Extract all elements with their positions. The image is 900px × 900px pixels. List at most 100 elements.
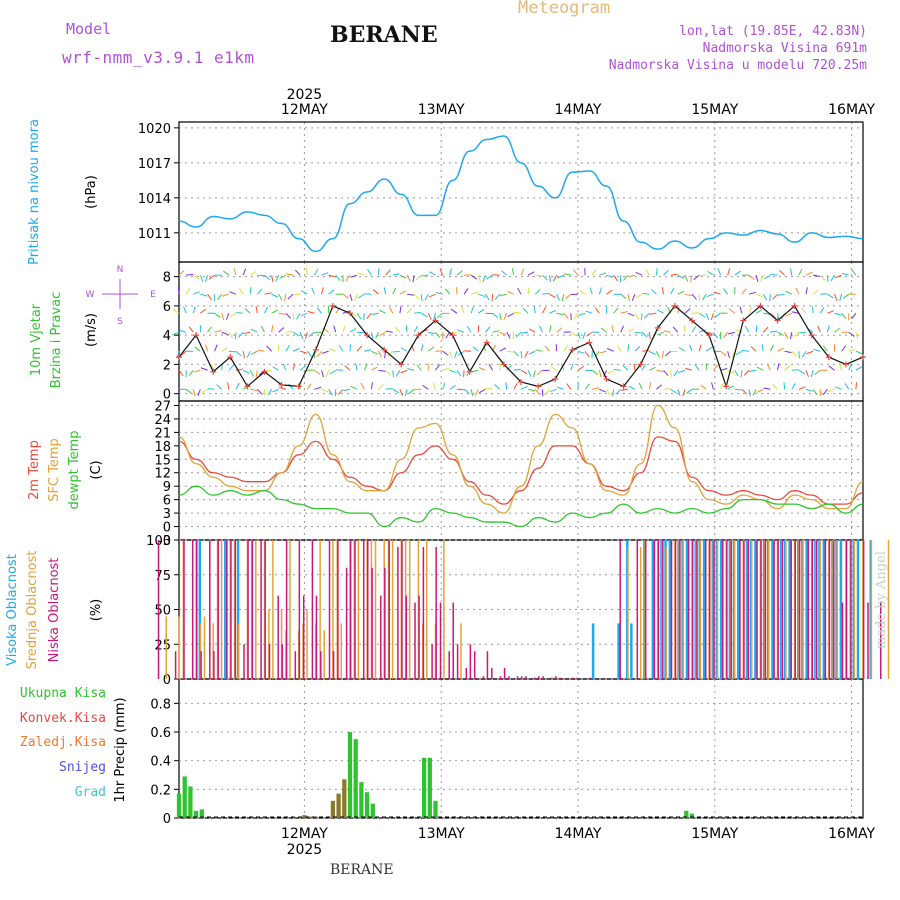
wind-arrow: [363, 363, 368, 371]
wind-speed-point: [415, 332, 422, 339]
wind-speed-point: [740, 317, 747, 324]
wind-arrow: [711, 382, 714, 390]
wind-arrow: [235, 382, 240, 390]
wind-arrow: [710, 313, 714, 321]
wind-arrow: [693, 274, 700, 281]
wind-arrow: [321, 350, 329, 354]
wind-arrow: [798, 386, 806, 390]
wind-arrow: [620, 388, 628, 391]
wind-arrow: [795, 287, 800, 295]
wind-arrow: [579, 289, 586, 295]
pressure-frame: [178, 121, 864, 263]
wind-arrow: [813, 274, 821, 277]
y-tick-label: 0.8: [150, 697, 171, 712]
y-tick-label: 4: [163, 329, 171, 344]
precip-legend-label: Grad: [75, 785, 106, 800]
wind-arrow: [506, 364, 513, 371]
wind-arrow: [392, 273, 400, 276]
wind-arrow: [249, 271, 257, 276]
y-tick-label: 75: [154, 569, 171, 584]
y-tick-label: 12: [154, 467, 171, 482]
x-top-day-label: 12MAY: [281, 102, 328, 118]
wind-arrow: [706, 293, 714, 298]
wind-arrow: [606, 289, 613, 295]
wind-arrow: [798, 369, 806, 375]
wind-arrow: [677, 290, 685, 295]
wind-arrow: [456, 369, 462, 377]
wind-arrow: [325, 370, 330, 378]
wind-arrow: [577, 350, 585, 354]
wind-arrow: [311, 287, 315, 295]
wind-arrow: [242, 268, 247, 276]
elevation-label: Nadmorska Visina 691m: [702, 41, 867, 56]
wind-arrow: [428, 293, 436, 298]
wind-arrow: [663, 269, 669, 276]
wind-arrow: [228, 350, 236, 353]
y-tick-label: 0.4: [150, 755, 171, 770]
wind-arrow: [321, 370, 325, 378]
wind-arrow: [370, 382, 373, 390]
wind-arrow: [677, 306, 680, 314]
wind-arrow: [356, 345, 363, 352]
precip-legend-label: Ukupna Kisa: [20, 686, 106, 701]
wind-arrow: [739, 306, 743, 314]
wind-arrow: [383, 287, 387, 295]
wind-arrow: [756, 388, 764, 393]
wind-arrow: [266, 345, 272, 352]
wind-arrow: [761, 344, 764, 352]
wind-arrow: [478, 366, 486, 371]
wind-arrow: [358, 293, 365, 299]
precip-legend-label: Snijeg: [59, 760, 106, 775]
y-tick-label: 9: [163, 480, 171, 495]
wind-arrow: [827, 310, 835, 314]
wind-arrow: [499, 347, 506, 352]
wind-speed-point: [535, 383, 542, 390]
wind-arrow: [657, 309, 664, 314]
wind-arrow: [582, 332, 586, 340]
wind-arrow: [613, 307, 619, 314]
wind-axis-title: 10m Vjetar: [29, 303, 44, 376]
wind-arrow: [584, 383, 590, 390]
wind-speed-point: [808, 332, 815, 339]
wind-arrow: [506, 350, 514, 353]
wind-arrow: [329, 369, 337, 375]
precip-bar: [353, 739, 358, 818]
wind-arrow: [755, 325, 758, 333]
wind-arrow: [527, 271, 535, 276]
x-top-day-label: 13MAY: [418, 102, 465, 118]
wind-speed-point: [757, 302, 764, 309]
wind-arrow: [741, 288, 747, 295]
wind-arrow: [300, 312, 308, 317]
wind-arrow: [756, 366, 764, 371]
wind-arrow: [343, 388, 351, 392]
wind-arrow: [404, 389, 408, 397]
wind-arrow: [698, 329, 706, 333]
wind-arrow: [429, 271, 436, 276]
wind-arrow: [777, 363, 780, 371]
wind-arrow: [416, 364, 422, 371]
wind-arrow: [549, 388, 557, 393]
wind-arrow: [848, 348, 856, 352]
wind-arrow: [210, 364, 216, 371]
wind-arrow: [762, 326, 769, 333]
wind-arrow: [200, 367, 208, 371]
wind-arrow: [670, 287, 675, 295]
wind-arrow: [628, 385, 636, 390]
wind-arrow: [406, 274, 411, 282]
wind-arrow: [285, 312, 292, 319]
wind-arrow: [842, 293, 850, 299]
wind-arrow: [257, 388, 263, 395]
wind-arrow: [271, 293, 279, 298]
wind-arrow: [293, 293, 301, 296]
wind-arrow: [663, 369, 669, 376]
wind-arrow: [661, 351, 664, 359]
wind-arrow: [399, 389, 404, 396]
wind-speed-point: [295, 383, 302, 390]
wind-arrow: [599, 350, 607, 354]
wind-arrow: [492, 330, 500, 333]
wind-arrow: [278, 293, 283, 301]
wind-arrow: [691, 326, 697, 333]
wind-speed-point: [381, 346, 388, 353]
wind-arrow: [271, 309, 279, 314]
